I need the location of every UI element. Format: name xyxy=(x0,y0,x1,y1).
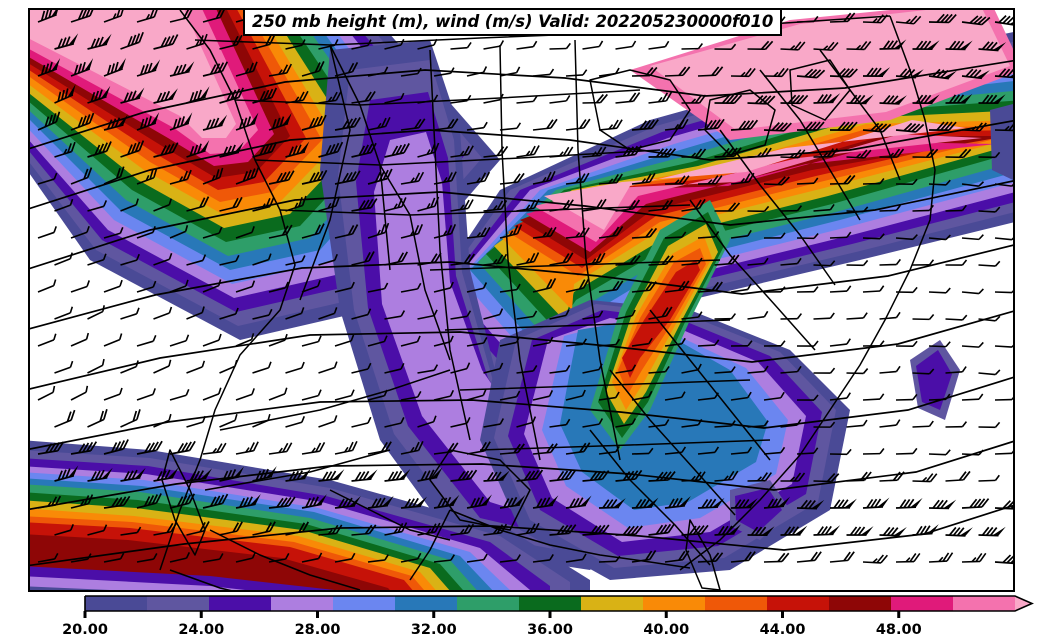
colorbar-segment xyxy=(395,596,458,611)
colorbar-tick-label: 48.00 xyxy=(876,622,922,638)
colorbar-segment xyxy=(333,596,396,611)
colorbar-tick-label: 36.00 xyxy=(527,622,573,638)
colorbar-segment xyxy=(829,596,892,611)
colorbar-segment xyxy=(457,596,520,611)
colorbar-tick-label: 24.00 xyxy=(178,622,224,638)
colorbar-ticks xyxy=(83,611,901,618)
colorbar-tick-label: 40.00 xyxy=(643,622,689,638)
colorbar[interactable]: 20.00 24.00 28.00 32.00 36.00 40.00 44.00 48.00 xyxy=(0,594,1037,640)
plot-title-text: 250 mb height (m), wind (m/s) Valid: 202… xyxy=(252,12,774,31)
colorbar-segment xyxy=(519,596,582,611)
colorbar-tick-label: 28.00 xyxy=(295,622,341,638)
colorbar-outline xyxy=(84,595,1034,612)
colorbar-tick-label: 32.00 xyxy=(411,622,457,638)
geopotential-height-contours xyxy=(30,59,1013,567)
colorbar-segment xyxy=(209,596,272,611)
colorbar-segment xyxy=(643,596,706,611)
colorbar-segment xyxy=(891,596,954,611)
map-canvas xyxy=(30,10,1013,590)
colorbar-tick-label: 44.00 xyxy=(760,622,806,638)
colorbar-segment xyxy=(85,596,148,611)
colorbar-segment xyxy=(147,596,210,611)
isotach-patch-atlantic xyxy=(730,104,1013,540)
colorbar-segments xyxy=(84,595,1034,612)
plot-title-box: 250 mb height (m), wind (m/s) Valid: 202… xyxy=(243,8,783,36)
isotach-band-southern-edge xyxy=(30,566,335,590)
colorbar-segment xyxy=(271,596,334,611)
colorbar-segment xyxy=(581,596,644,611)
colorbar-segment xyxy=(953,596,1016,611)
colorbar-canvas: 20.00 24.00 28.00 32.00 36.00 40.00 44.00 48.00 xyxy=(62,595,1034,638)
colorbar-segment xyxy=(767,596,830,611)
colorbar-extend-arrow xyxy=(1015,596,1032,611)
colorbar-segment xyxy=(705,596,768,611)
colorbar-tick-label: 20.00 xyxy=(62,622,108,638)
map-plot-area[interactable] xyxy=(28,8,1015,592)
isotach-lobe-northeast-corner xyxy=(630,10,1013,140)
colorbar-tick-labels: 20.00 24.00 28.00 32.00 36.00 40.00 44.00 48.00 xyxy=(62,622,922,638)
